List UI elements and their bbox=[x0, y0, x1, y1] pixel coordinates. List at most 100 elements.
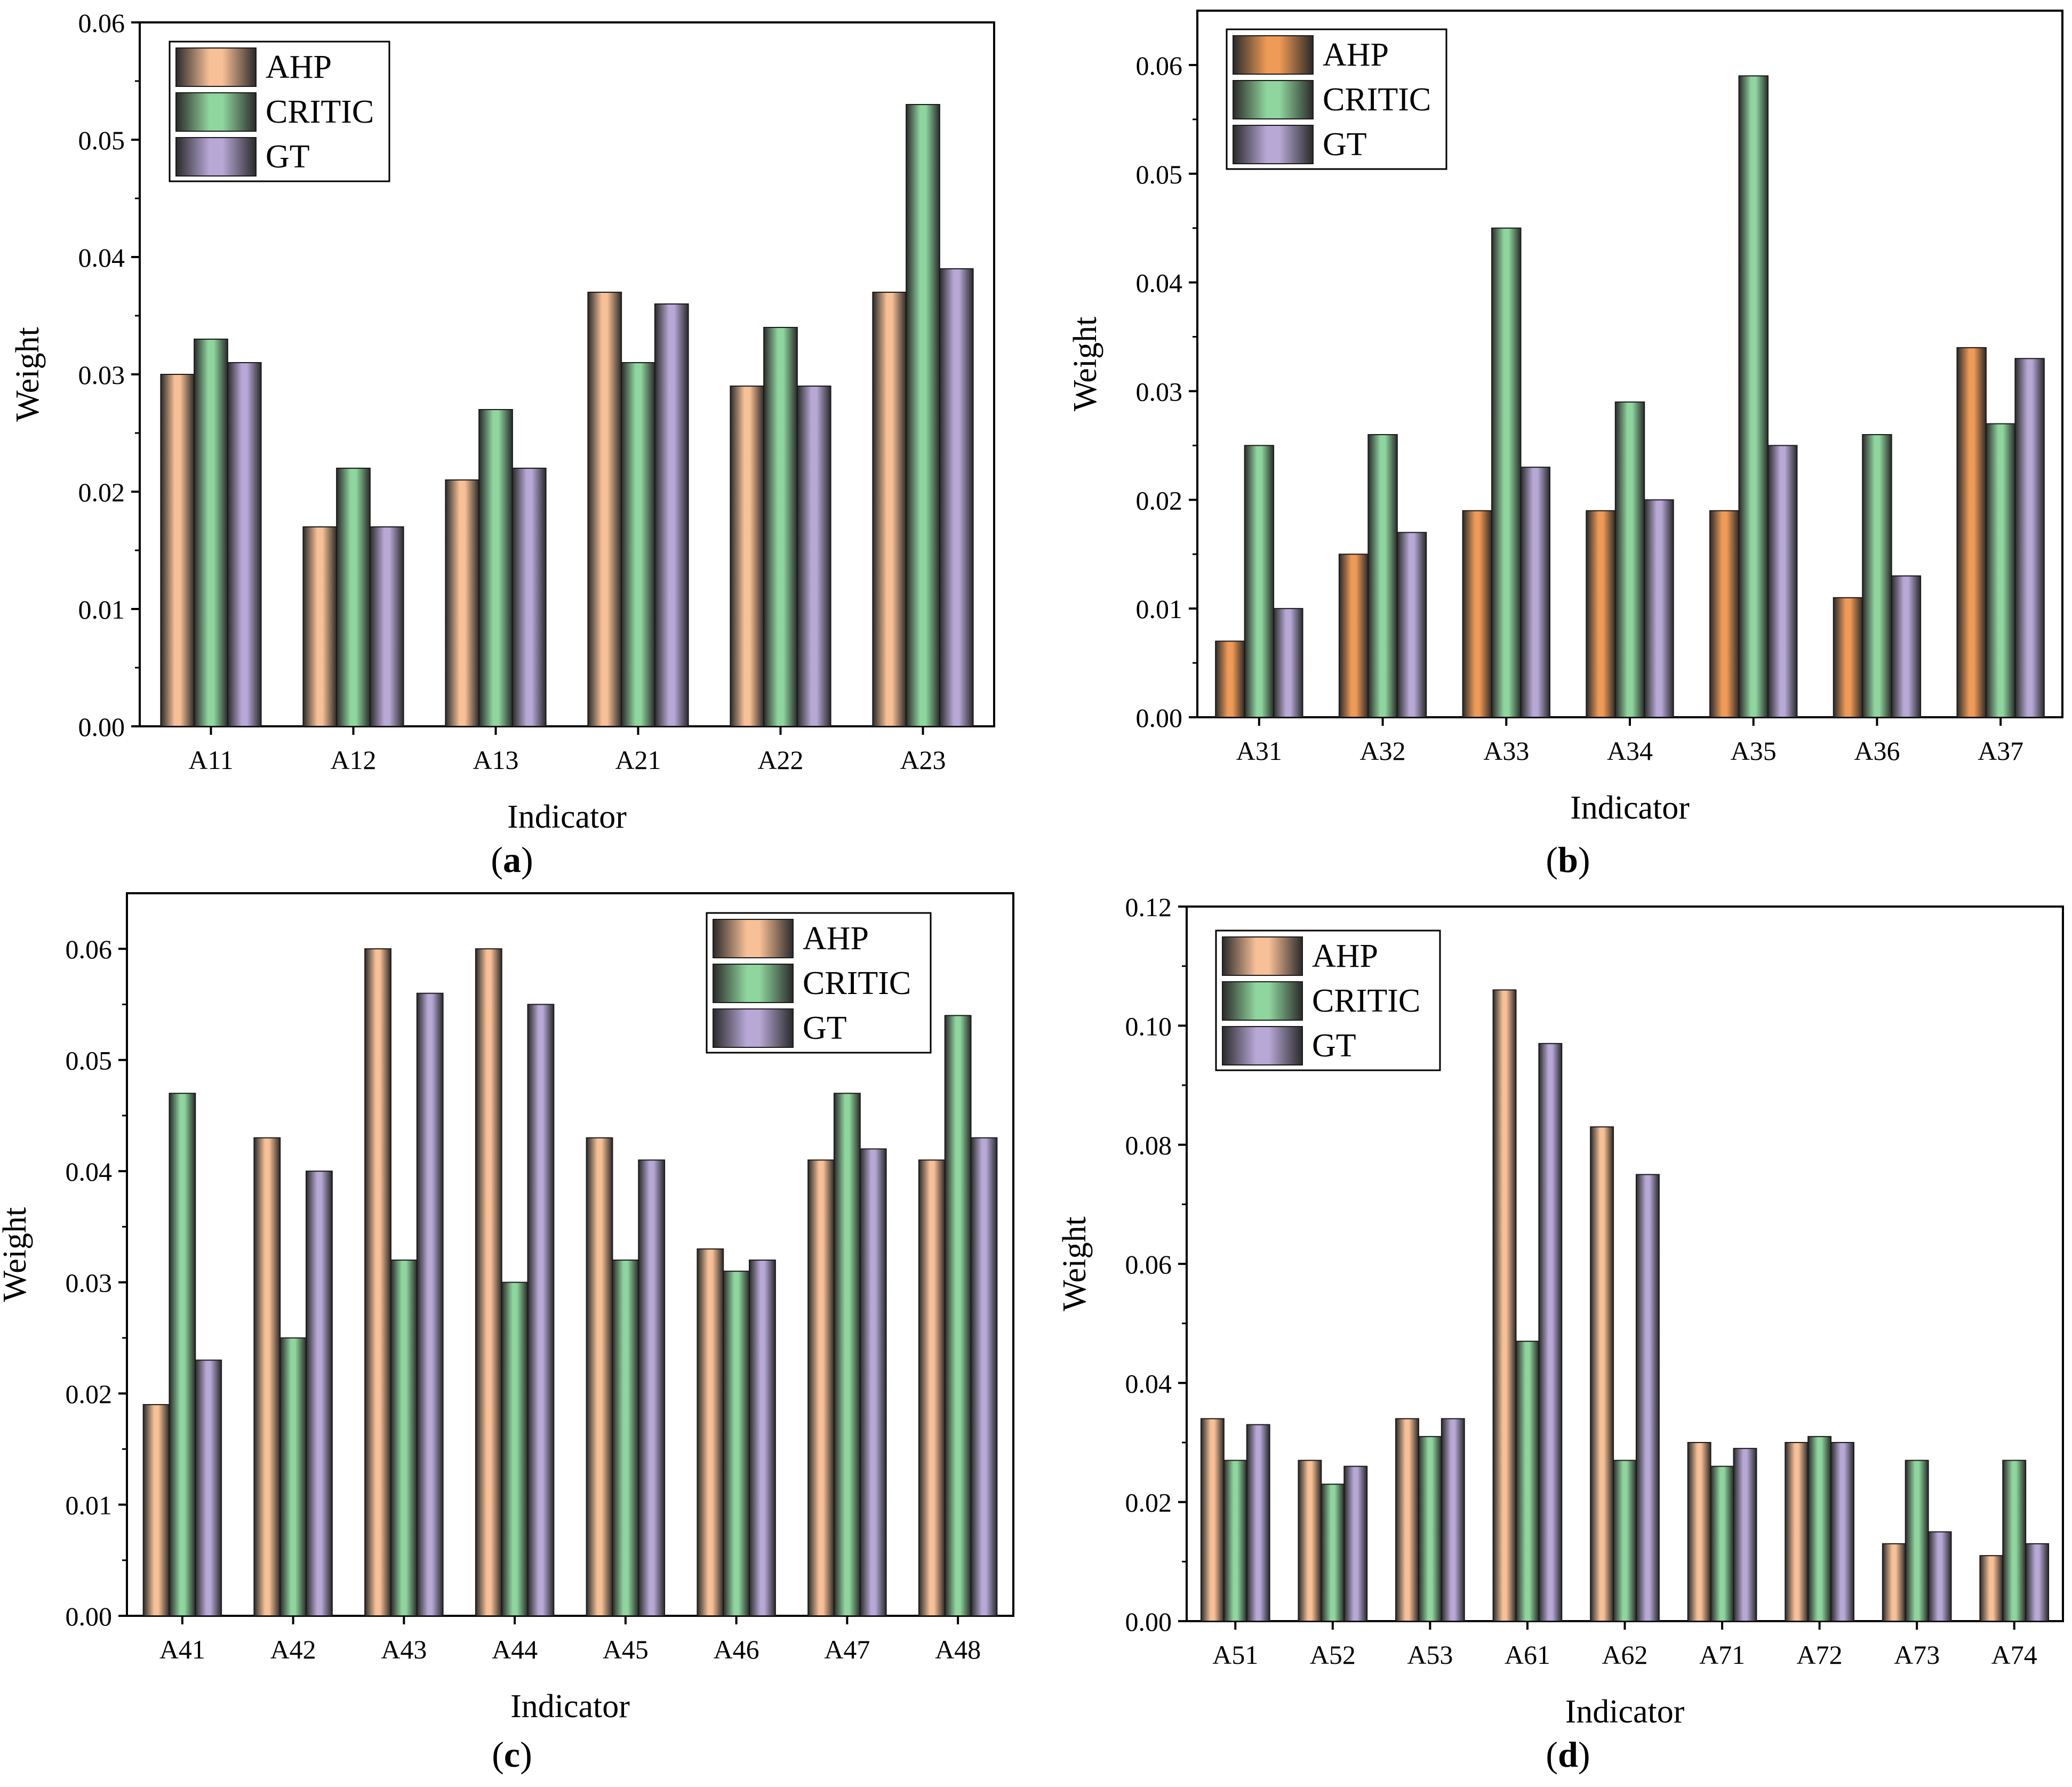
panel-c: 0.00 0.01 0.02 0.03 0.04 0.05 0.06 A41 A42 A43 A44… bbox=[0, 892, 1014, 1725]
bar-critic-a72 bbox=[1807, 1436, 1832, 1622]
bar-gt-a22 bbox=[796, 386, 831, 727]
bar-ahp-a37 bbox=[1956, 347, 1987, 718]
x-tick-label: A71 bbox=[1699, 1640, 1745, 1670]
bar-gt-a42 bbox=[306, 1171, 333, 1616]
bar-gt-a33 bbox=[1520, 467, 1550, 718]
bar-gt-a73 bbox=[1927, 1531, 1952, 1622]
bar-critic-a22 bbox=[763, 327, 798, 727]
x-tick-label: A73 bbox=[1894, 1640, 1940, 1670]
bar-gt-a61 bbox=[1538, 1043, 1563, 1622]
legend-swatch-critic bbox=[1233, 80, 1314, 119]
legend-swatch-gt bbox=[713, 1008, 794, 1048]
bar-critic-a33 bbox=[1491, 227, 1522, 718]
bar-ahp-a44 bbox=[475, 948, 502, 1616]
bar-ahp-a35 bbox=[1709, 510, 1740, 718]
legend-label-ahp: AHP bbox=[803, 920, 869, 957]
x-tick-label: A31 bbox=[1236, 736, 1282, 766]
bar-ahp-a21 bbox=[587, 292, 622, 727]
caption-c: (c) bbox=[492, 1734, 532, 1775]
panel-b: 0.00 0.01 0.02 0.03 0.04 0.05 0.06 A31 A32 A33 A34… bbox=[1067, 10, 2063, 826]
y-tick-label: 0.05 bbox=[78, 125, 125, 155]
plot-frame bbox=[126, 892, 1014, 1617]
x-tick-label: A11 bbox=[188, 745, 233, 775]
bar-critic-a46 bbox=[723, 1270, 750, 1617]
y-tick-label: 0.05 bbox=[1136, 159, 1183, 189]
y-tick-label: 0.02 bbox=[1136, 485, 1183, 515]
legend-swatch-gt bbox=[1222, 1026, 1303, 1065]
bar-ahp-a43 bbox=[364, 948, 391, 1616]
legend-label-gt: GT bbox=[1312, 1028, 1356, 1064]
x-tick-label: A45 bbox=[603, 1634, 649, 1664]
bar-critic-a44 bbox=[501, 1281, 529, 1617]
legend-swatch-gt bbox=[175, 137, 257, 177]
bar-ahp-a32 bbox=[1338, 554, 1369, 718]
y-tick-label: 0.06 bbox=[78, 8, 125, 38]
y-tick-label: 0.05 bbox=[66, 1046, 113, 1076]
bar-critic-a71 bbox=[1710, 1465, 1734, 1622]
bar-gt-a13 bbox=[511, 468, 547, 727]
bar-ahp-a47 bbox=[807, 1159, 835, 1616]
bar-ahp-a42 bbox=[253, 1137, 281, 1617]
bar-ahp-a23 bbox=[872, 292, 907, 727]
bar-gt-a53 bbox=[1441, 1418, 1465, 1622]
bar-ahp-a33 bbox=[1462, 510, 1493, 718]
y-tick-label: 0.00 bbox=[66, 1601, 113, 1631]
bar-ahp-a46 bbox=[697, 1248, 724, 1616]
bar-critic-a36 bbox=[1862, 434, 1892, 718]
bar-ahp-a31 bbox=[1215, 640, 1245, 718]
y-tick-label: 0.03 bbox=[1136, 376, 1183, 406]
legend-swatch-critic bbox=[175, 92, 257, 132]
bar-critic-a37 bbox=[1985, 423, 2016, 718]
bar-gt-a34 bbox=[1644, 499, 1674, 718]
y-tick-label: 0.04 bbox=[78, 243, 125, 273]
x-tick-label: A47 bbox=[824, 1634, 870, 1664]
bar-ahp-a52 bbox=[1298, 1460, 1322, 1622]
legend-label-ahp: AHP bbox=[266, 49, 332, 85]
bar-gt-a31 bbox=[1273, 608, 1303, 718]
bar-gt-a46 bbox=[749, 1259, 776, 1616]
x-tick-label: A74 bbox=[1991, 1640, 2037, 1670]
x-tick-label: A42 bbox=[270, 1634, 316, 1664]
bar-critic-a48 bbox=[944, 1015, 972, 1616]
x-tick-label: A43 bbox=[381, 1634, 427, 1664]
bar-gt-a62 bbox=[1635, 1174, 1660, 1622]
panel-d: 0.00 0.02 0.04 0.06 0.08 0.10 0.12 A51 A52 A53 A61… bbox=[1057, 892, 2064, 1730]
x-tick-label: A41 bbox=[159, 1634, 205, 1664]
bar-critic-a51 bbox=[1223, 1460, 1247, 1622]
x-tick-label: A33 bbox=[1483, 736, 1529, 766]
bar-critic-a62 bbox=[1613, 1460, 1637, 1622]
y-tick-label: 0.06 bbox=[1136, 51, 1183, 81]
legend-swatch-critic bbox=[713, 964, 794, 1003]
legend-label-critic: CRITIC bbox=[1323, 82, 1431, 118]
y-tick-label: 0.00 bbox=[1136, 703, 1183, 733]
y-tick-label: 0.04 bbox=[1125, 1368, 1172, 1398]
legend-swatch-ahp bbox=[175, 47, 257, 87]
bar-ahp-a71 bbox=[1687, 1442, 1711, 1622]
bar-critic-a23 bbox=[906, 104, 940, 727]
bar-critic-a52 bbox=[1321, 1484, 1345, 1622]
x-tick-label: A36 bbox=[1854, 736, 1900, 766]
bar-gt-a32 bbox=[1396, 532, 1427, 718]
bar-critic-a61 bbox=[1515, 1341, 1540, 1622]
bar-critic-a43 bbox=[390, 1259, 418, 1616]
x-tick-label: A48 bbox=[935, 1634, 981, 1664]
bar-gt-a45 bbox=[638, 1159, 666, 1616]
bar-ahp-a62 bbox=[1590, 1126, 1614, 1622]
x-tick-label: A46 bbox=[714, 1634, 759, 1664]
x-tick-label: A51 bbox=[1212, 1640, 1258, 1670]
legend-swatch-critic bbox=[1222, 981, 1303, 1021]
y-tick-label: 0.00 bbox=[1125, 1607, 1172, 1637]
bar-gt-a36 bbox=[1891, 575, 1922, 718]
bar-gt-a43 bbox=[416, 992, 444, 1616]
y-tick-label: 0.02 bbox=[1125, 1488, 1172, 1518]
y-axis-label: Weight bbox=[0, 1207, 33, 1302]
bar-gt-a11 bbox=[227, 362, 262, 727]
bar-gt-a47 bbox=[859, 1148, 887, 1616]
x-tick-label: A22 bbox=[757, 745, 803, 775]
bar-critic-a53 bbox=[1418, 1436, 1442, 1622]
x-tick-label: A52 bbox=[1310, 1640, 1356, 1670]
bar-ahp-a45 bbox=[586, 1137, 613, 1617]
x-tick-label: A13 bbox=[473, 745, 518, 775]
x-tick-label: A53 bbox=[1407, 1640, 1453, 1670]
